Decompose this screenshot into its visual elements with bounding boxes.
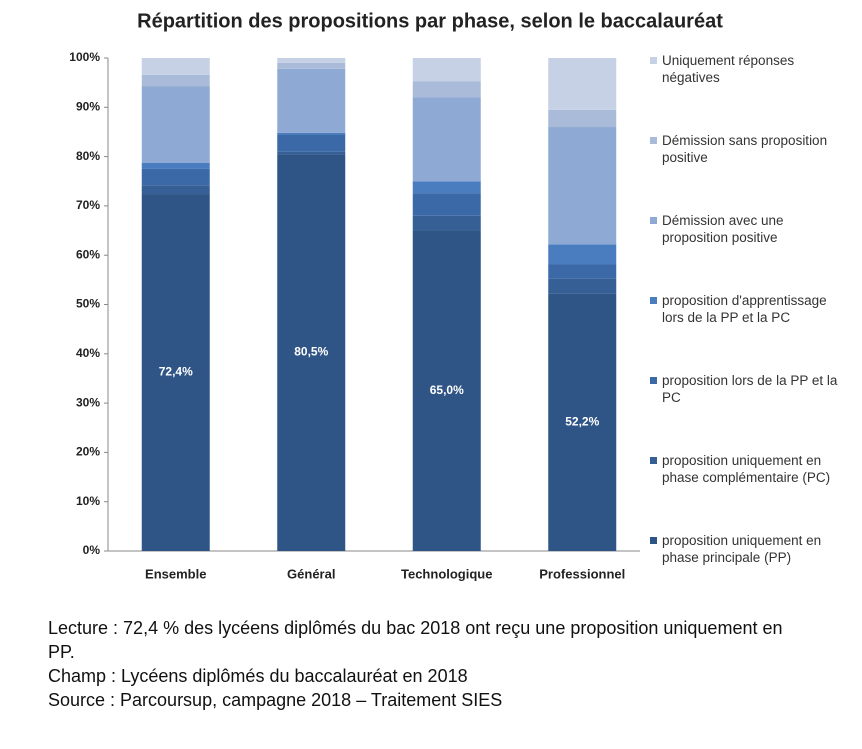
value-label: 65,0% — [430, 383, 464, 397]
x-tick-label: Ensemble — [145, 566, 206, 581]
bar-segment — [277, 132, 346, 135]
legend-swatch — [650, 57, 657, 64]
bar-segment — [277, 58, 346, 63]
legend-label: proposition lors de la PP et la PC — [662, 373, 838, 405]
bar-segment — [548, 127, 617, 245]
x-tick-label: Général — [287, 566, 335, 581]
chart: Répartition des propositions par phase, … — [69, 10, 723, 581]
legend-label: Uniquement réponses négatives — [662, 53, 795, 85]
value-label: 52,2% — [565, 414, 599, 428]
bar-segment — [412, 58, 481, 82]
note-line: Lecture : 72,4 % des lycéens diplômés du… — [48, 618, 783, 662]
bar-segment — [412, 181, 481, 194]
bar-segment — [277, 154, 346, 551]
note-line: Source : Parcoursup, campagne 2018 – Tra… — [48, 690, 503, 710]
legend-item: Démission avec une proposition positive — [650, 212, 842, 246]
value-label: 80,5% — [294, 345, 328, 359]
legend-item: proposition uniquement en phase compléme… — [650, 452, 842, 486]
bar-segment — [412, 97, 481, 182]
legend-label: proposition uniquement en phase compléme… — [662, 453, 831, 485]
bar-segment — [548, 278, 617, 294]
bar-segment — [277, 151, 346, 155]
bar-segment — [548, 293, 617, 551]
bar-segment — [141, 168, 210, 186]
value-label: 72,4% — [159, 365, 193, 379]
y-tick-label: 60% — [76, 247, 100, 261]
notes: Lecture : 72,4 % des lycéens diplômés du… — [48, 616, 788, 712]
y-tick-label: 80% — [76, 149, 100, 163]
bar-segment — [141, 163, 210, 169]
y-tick-label: 70% — [76, 198, 100, 212]
bar-segment — [412, 81, 481, 98]
y-tick-label: 50% — [76, 297, 100, 311]
y-tick-label: 40% — [76, 346, 100, 360]
legend-swatch — [650, 217, 657, 224]
legend-item: Démission sans proposition positive — [650, 132, 842, 166]
legend-label: Démission sans proposition positive — [662, 133, 828, 165]
legend-swatch — [650, 537, 657, 544]
bar-segment — [277, 68, 346, 133]
legend-swatch — [650, 457, 657, 464]
legend-swatch — [650, 137, 657, 144]
legend-swatch — [650, 297, 657, 304]
bar-segment — [548, 58, 617, 110]
x-tick-label: Technologique — [401, 566, 492, 581]
legend-item: Uniquement réponses négatives — [650, 52, 842, 86]
bar-segment — [141, 185, 210, 195]
bar-segment — [412, 230, 481, 552]
legend-swatch — [650, 377, 657, 384]
x-tick-label: Professionnel — [539, 566, 625, 581]
y-tick-label: 20% — [76, 445, 100, 459]
legend-item: proposition d'apprentissage lors de la P… — [650, 292, 842, 326]
y-tick-label: 100% — [69, 50, 100, 64]
bar-segment — [548, 109, 617, 128]
y-tick-label: 90% — [76, 99, 100, 113]
bar-segment — [141, 58, 210, 75]
legend-label: Démission avec une proposition positive — [662, 213, 784, 245]
legend-item: proposition uniquement en phase principa… — [650, 532, 842, 566]
y-tick-label: 0% — [83, 543, 101, 557]
bar-segment — [548, 264, 617, 279]
legend-label: proposition d'apprentissage lors de la P… — [662, 293, 827, 325]
bar-segment — [141, 74, 210, 87]
y-tick-label: 30% — [76, 395, 100, 409]
y-tick-label: 10% — [76, 494, 100, 508]
legend-item: proposition lors de la PP et la PC — [650, 372, 842, 406]
bar-segment — [277, 134, 346, 152]
bar-segment — [141, 194, 210, 551]
bar-segment — [412, 215, 481, 231]
bar-segment — [141, 86, 210, 164]
note-line: Champ : Lycéens diplômés du baccalauréat… — [48, 666, 468, 686]
legend-label: proposition uniquement en phase principa… — [662, 533, 822, 565]
bar-segment — [548, 244, 617, 265]
bar-segment — [412, 193, 481, 216]
bar-segment — [277, 62, 346, 69]
chart-title: Répartition des propositions par phase, … — [137, 10, 723, 32]
